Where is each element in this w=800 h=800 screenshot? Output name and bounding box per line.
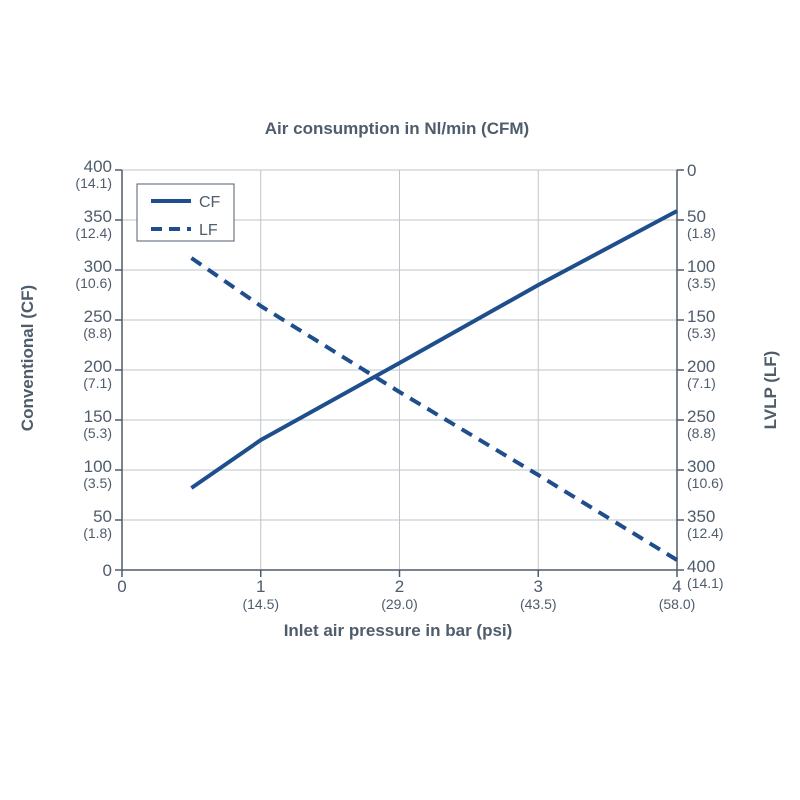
y-left-tick-sublabel: (10.6) <box>75 275 112 291</box>
y-axis-left-label: Conventional (CF) <box>18 285 37 431</box>
x-axis-label: Inlet air pressure in bar (psi) <box>284 621 513 640</box>
legend-box <box>136 183 235 242</box>
y-left-tick-label: 250 <box>84 307 112 326</box>
series-line-lf <box>190 256 679 562</box>
x-tick-sublabel: (43.5) <box>520 596 557 612</box>
x-tick-sublabel: (29.0) <box>381 596 418 612</box>
y-left-tick-label: 100 <box>84 457 112 476</box>
legend-label-lf: LF <box>199 222 218 239</box>
y-right-tick-label: 250 <box>687 407 715 426</box>
y-right-tick-sublabel: (5.3) <box>687 325 716 341</box>
y-left-tick-sublabel: (7.1) <box>83 375 112 391</box>
tick-labels: 050(1.8)100(3.5)150(5.3)200(7.1)250(8.8)… <box>75 157 723 612</box>
y-right-tick-sublabel: (14.1) <box>687 575 724 591</box>
chart-title: Air consumption in Nl/min (CFM) <box>265 119 529 138</box>
y-axis-right-label: LVLP (LF) <box>761 351 780 430</box>
series-lines <box>190 209 679 562</box>
y-right-tick-label: 0 <box>687 161 696 180</box>
x-tick-label: 1 <box>256 577 265 596</box>
y-left-tick-sublabel: (3.5) <box>83 475 112 491</box>
y-right-tick-sublabel: (1.8) <box>687 225 716 241</box>
x-tick-label: 3 <box>534 577 543 596</box>
series-line-cf <box>190 209 678 490</box>
y-left-tick-sublabel: (1.8) <box>83 525 112 541</box>
y-right-tick-label: 200 <box>687 357 715 376</box>
x-tick-label: 0 <box>117 577 126 596</box>
y-right-tick-sublabel: (10.6) <box>687 475 724 491</box>
y-left-tick-sublabel: (12.4) <box>75 225 112 241</box>
y-left-tick-label: 50 <box>93 507 112 526</box>
y-right-tick-sublabel: (12.4) <box>687 525 724 541</box>
y-right-tick-sublabel: (7.1) <box>687 375 716 391</box>
y-right-tick-label: 150 <box>687 307 715 326</box>
x-tick-sublabel: (14.5) <box>242 596 279 612</box>
y-right-tick-label: 100 <box>687 257 715 276</box>
y-left-tick-label: 200 <box>84 357 112 376</box>
y-left-tick-label: 0 <box>103 561 112 580</box>
y-left-tick-label: 350 <box>84 207 112 226</box>
legend: CF LF <box>136 183 235 242</box>
y-right-tick-label: 350 <box>687 507 715 526</box>
x-tick-label: 4 <box>672 577 681 596</box>
axes <box>115 169 684 577</box>
x-tick-label: 2 <box>395 577 404 596</box>
y-left-tick-label: 400 <box>84 157 112 176</box>
y-right-tick-label: 50 <box>687 207 706 226</box>
y-left-tick-sublabel: (14.1) <box>75 175 112 191</box>
y-right-tick-sublabel: (3.5) <box>687 275 716 291</box>
legend-label-cf: CF <box>199 194 221 211</box>
y-left-tick-label: 300 <box>84 257 112 276</box>
y-left-tick-sublabel: (5.3) <box>83 425 112 441</box>
y-left-tick-sublabel: (8.8) <box>83 325 112 341</box>
y-right-tick-label: 300 <box>687 457 715 476</box>
y-right-tick-label: 400 <box>687 557 715 576</box>
x-tick-sublabel: (58.0) <box>659 596 696 612</box>
y-right-tick-sublabel: (8.8) <box>687 425 716 441</box>
y-left-tick-label: 150 <box>84 407 112 426</box>
